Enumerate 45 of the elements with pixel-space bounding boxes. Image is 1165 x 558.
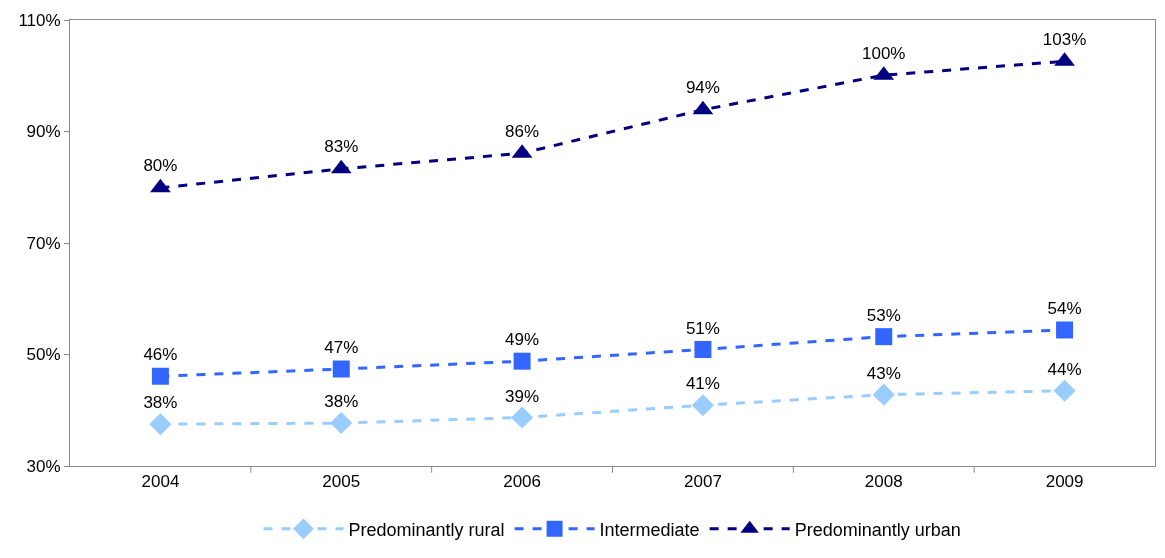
y-tick-label: 50% [26, 345, 61, 365]
point [151, 367, 169, 385]
point [332, 360, 350, 378]
data-label: 54% [1047, 299, 1082, 319]
data-label: 41% [685, 374, 720, 394]
point [149, 413, 172, 436]
legend-label: Intermediate [599, 519, 700, 540]
data-label: 53% [866, 305, 901, 325]
point [694, 340, 712, 358]
y-tick-label: 110% [18, 10, 61, 30]
point [330, 412, 353, 435]
point [150, 178, 171, 193]
data-label: 38% [324, 392, 359, 412]
data-label: 38% [143, 393, 178, 413]
point [872, 383, 895, 406]
x-tick-label: 2005 [322, 472, 361, 492]
data-label: 80% [143, 156, 178, 176]
y-tick-label: 30% [26, 456, 61, 476]
data-label: 83% [324, 137, 359, 157]
data-label: 47% [324, 338, 359, 358]
y-tick-label: 70% [26, 233, 61, 253]
x-tick-label: 2004 [141, 472, 180, 492]
data-label: 94% [685, 78, 720, 98]
data-label: 100% [862, 43, 906, 63]
point [1056, 321, 1074, 339]
legend-label: Predominantly rural [348, 519, 505, 540]
y-tick-label: 90% [26, 122, 61, 142]
data-label: 86% [505, 121, 540, 141]
legend-label: Predominantly urban [794, 519, 961, 540]
point [513, 352, 531, 370]
data-label: 103% [1042, 29, 1087, 49]
x-tick-label: 2008 [864, 472, 903, 492]
data-label: 39% [505, 386, 540, 406]
x-tick-label: 2007 [684, 472, 722, 492]
data-label: 46% [143, 345, 178, 365]
data-label: 49% [505, 330, 540, 350]
point [691, 394, 714, 417]
data-label: 51% [685, 318, 720, 338]
point [1053, 379, 1076, 402]
point [511, 406, 534, 429]
x-tick-label: 2009 [1045, 472, 1084, 492]
data-label: 44% [1047, 359, 1082, 379]
data-label: 43% [866, 363, 901, 383]
point [875, 328, 893, 346]
x-tick-label: 2006 [503, 472, 541, 492]
